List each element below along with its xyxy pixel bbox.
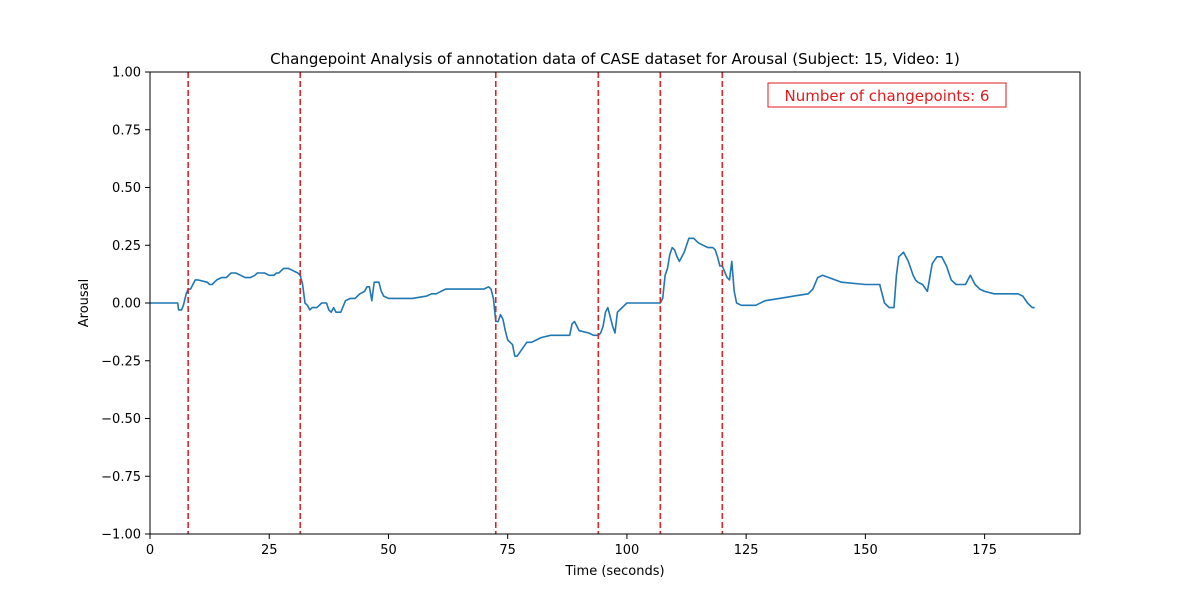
x-tick-label: 125: [734, 543, 759, 558]
y-axis-label: Arousal: [77, 279, 92, 328]
y-tick-label: −0.75: [101, 470, 141, 485]
x-tick-label: 150: [853, 543, 878, 558]
x-tick-label: 50: [380, 543, 397, 558]
x-axis-label: Time (seconds): [564, 564, 664, 579]
y-tick-label: 0.75: [112, 123, 141, 138]
chart-title: Changepoint Analysis of annotation data …: [270, 50, 960, 68]
annotation-box: [767, 82, 1007, 108]
annotation-text: Number of changepoints: 6: [785, 87, 990, 105]
y-tick-label: −1.00: [101, 528, 141, 543]
y-axis-ticks: 1.00 0.75 0.50 0.25 0.00 −0.25 −0.50 −0.75 −1.00: [101, 66, 150, 543]
x-tick-label: 100: [615, 543, 640, 558]
x-tick-label: 25: [261, 543, 278, 558]
y-tick-label: 1.00: [112, 66, 141, 81]
changepoint-lines: [187, 72, 724, 534]
y-tick-label: 0.00: [112, 297, 141, 312]
x-axis-ticks: 0 25 50 75 100 125 150 175: [146, 534, 997, 558]
y-tick-label: −0.50: [101, 412, 141, 427]
y-tick-label: 0.50: [112, 181, 141, 196]
arousal-series-line: [150, 237, 1035, 357]
y-tick-label: −0.25: [101, 354, 141, 369]
plot-frame: [149, 71, 1081, 535]
x-tick-label: 75: [499, 543, 516, 558]
y-tick-label: 0.25: [112, 239, 141, 254]
x-tick-label: 0: [146, 543, 154, 558]
x-tick-label: 175: [972, 543, 997, 558]
changepoint-count-annotation: Number of changepoints: 6: [767, 82, 1007, 108]
